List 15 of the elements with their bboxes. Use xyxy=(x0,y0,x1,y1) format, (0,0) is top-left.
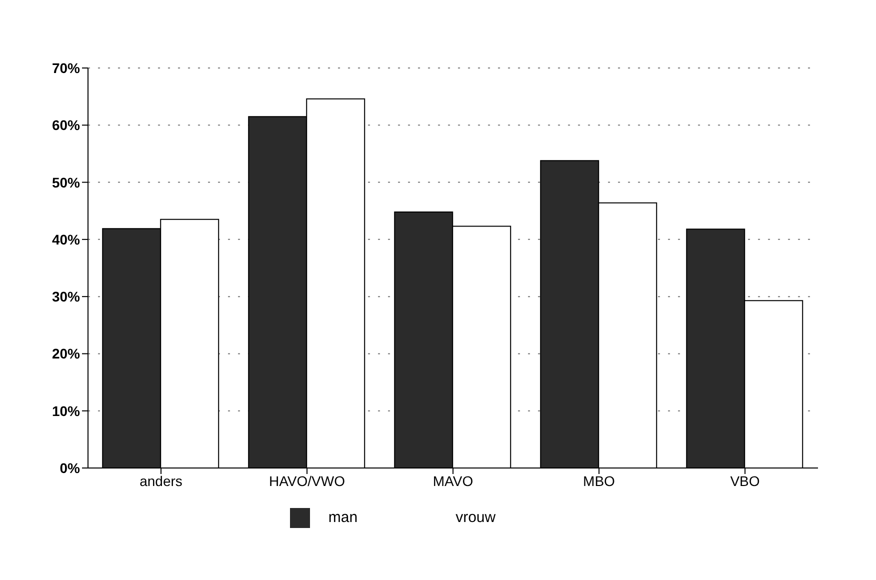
x-tick-label: anders xyxy=(140,472,182,489)
y-tick-label: 0% xyxy=(60,460,81,476)
y-tick-label: 20% xyxy=(52,346,81,362)
y-tick-label: 30% xyxy=(52,288,81,305)
x-tick-label: MBO xyxy=(583,472,616,489)
y-tick-label: 10% xyxy=(52,402,81,419)
x-tick-label: HAVO/VWO xyxy=(269,472,346,489)
y-tick-label: 70% xyxy=(52,60,81,76)
x-tick-label: MAVO xyxy=(432,472,474,489)
y-tick-label: 60% xyxy=(52,117,81,134)
legend-label: man xyxy=(328,508,358,526)
y-tick-label: 50% xyxy=(52,174,81,190)
x-tick-label: VBO xyxy=(730,472,760,489)
y-tick-label: 40% xyxy=(52,231,81,248)
text: vrouw xyxy=(456,508,496,526)
